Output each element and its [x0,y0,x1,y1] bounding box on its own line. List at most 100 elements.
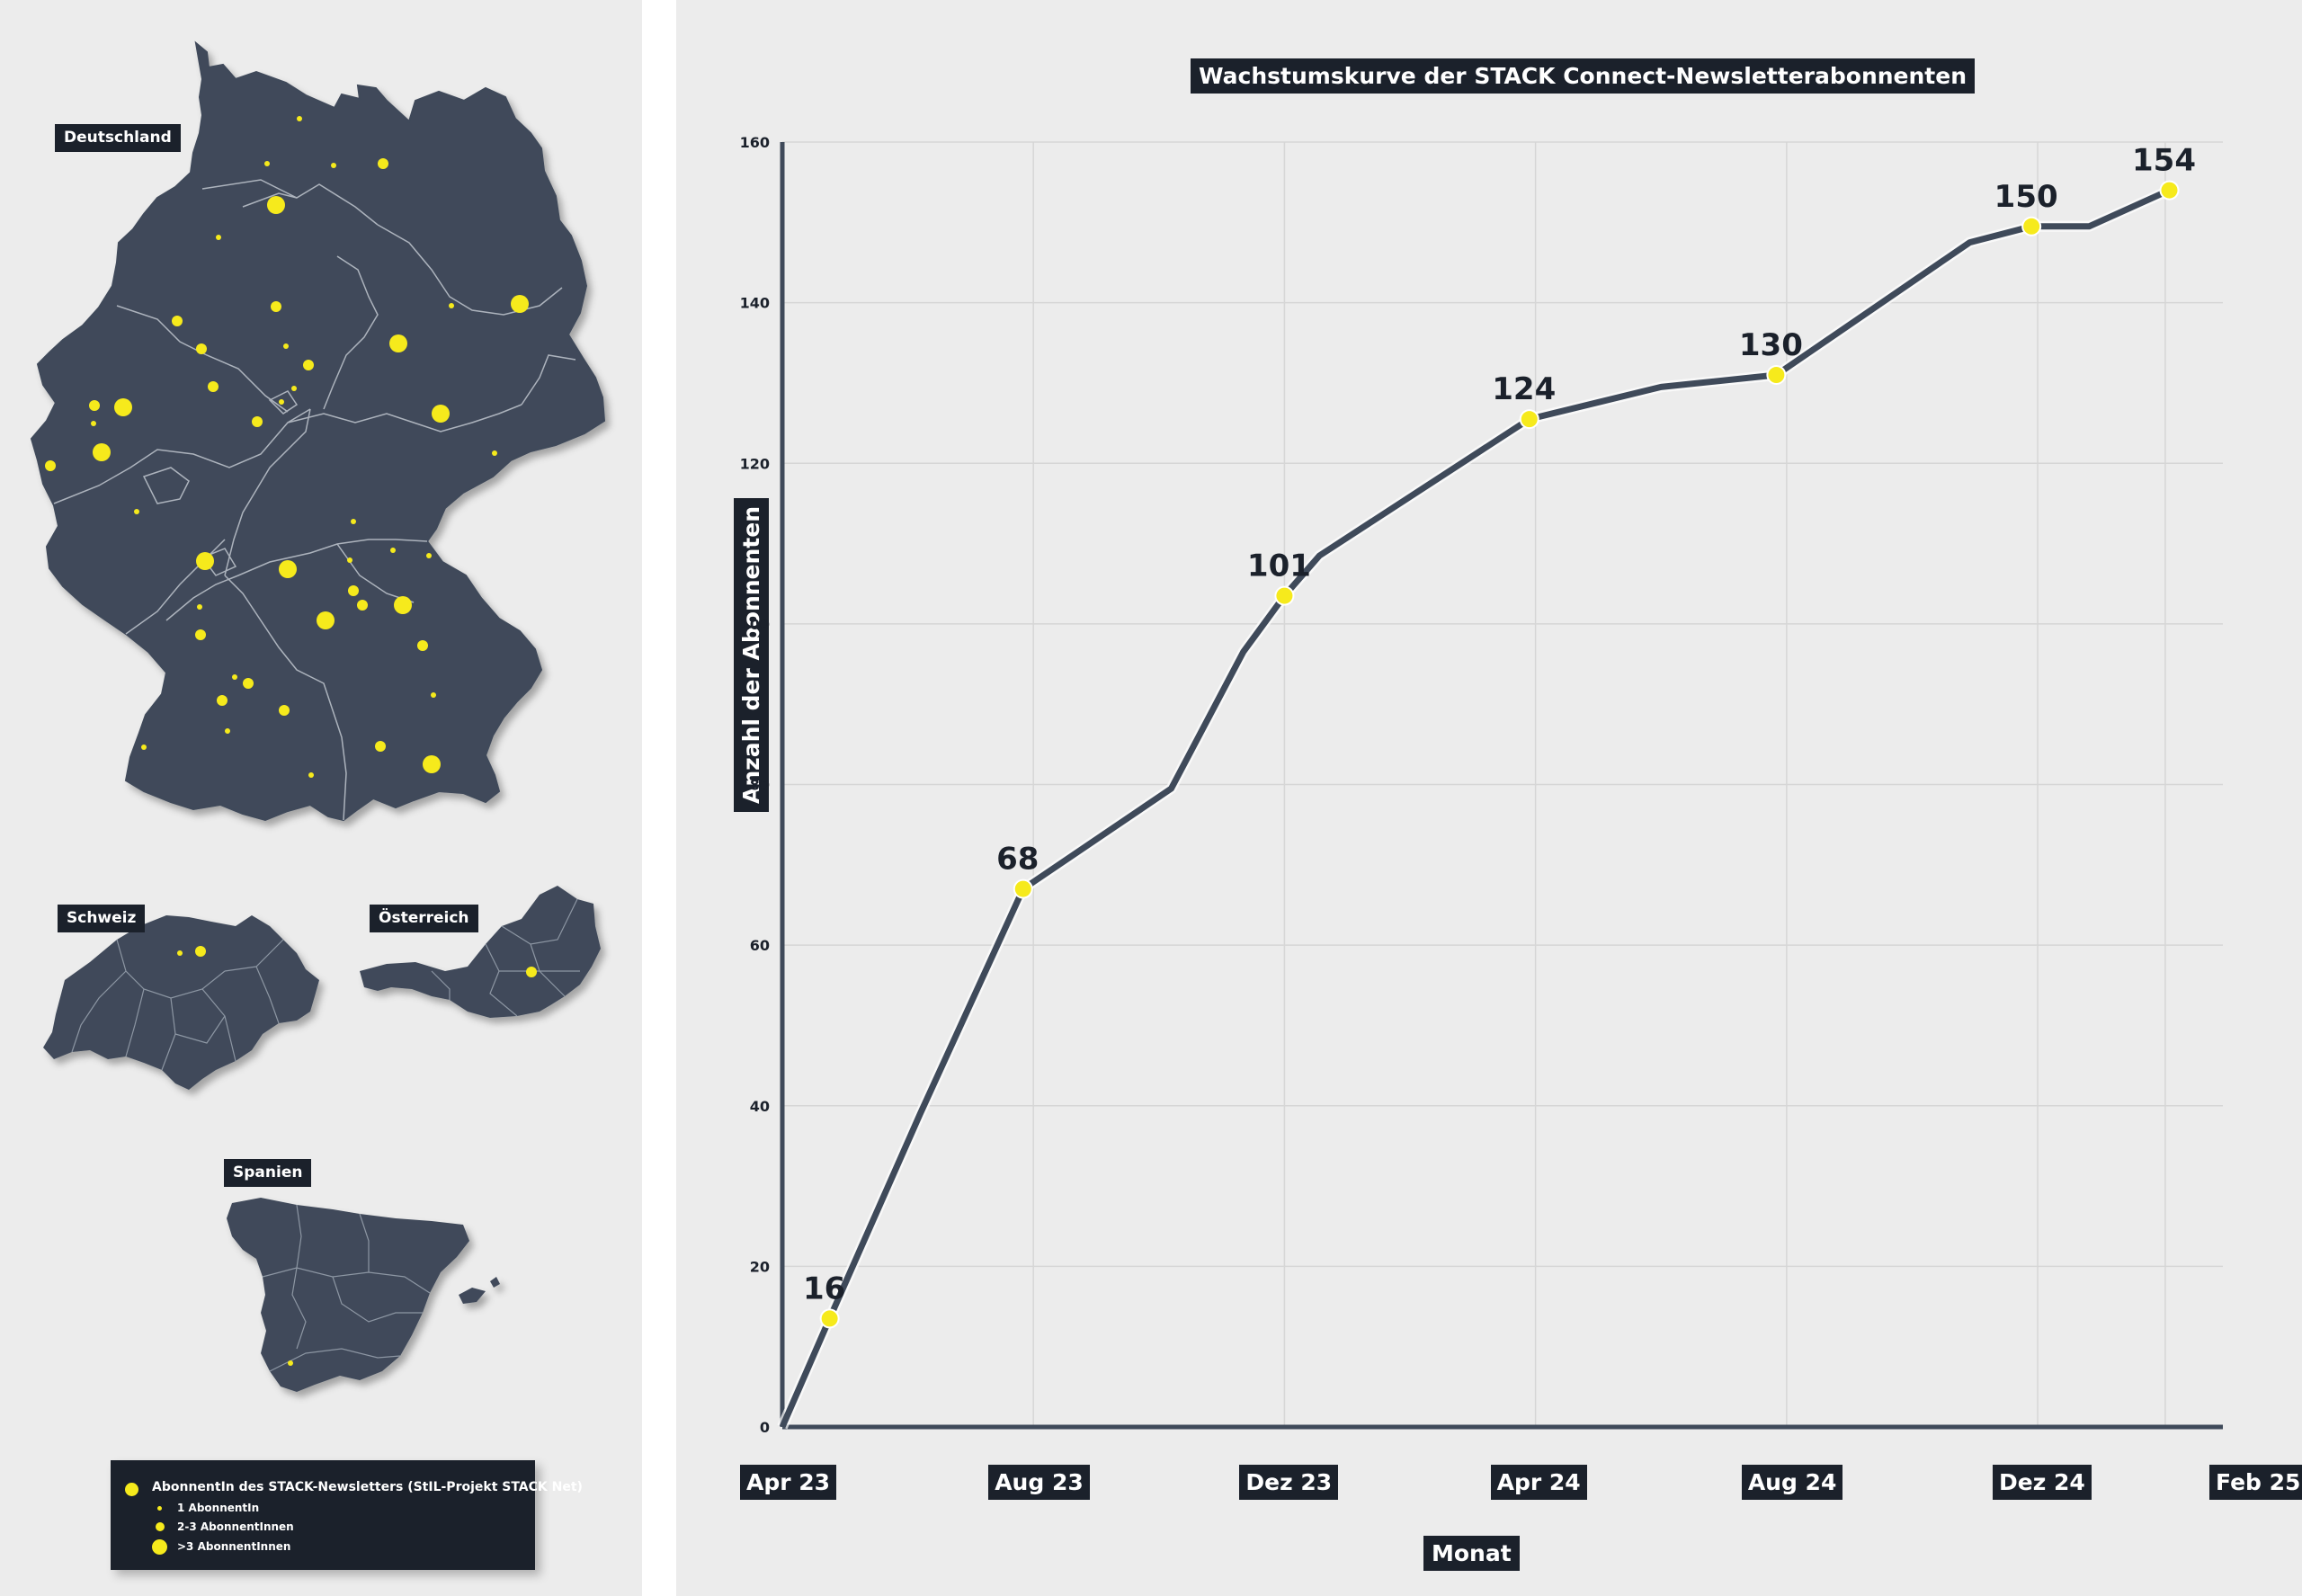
marker-large [511,295,529,313]
series-line [779,187,2171,1429]
series-line-layer [777,185,2172,1430]
legend-dot-medium [156,1522,165,1531]
maps-panel: Deutschland Schweiz Österreich Spanien A… [0,0,642,1596]
marker-large [114,398,132,416]
data-point [1276,587,1293,604]
line-chart: 0 20 40 60 80 100 120 140 160 16 68 101 124 130 150 15… [740,134,2223,1436]
marker-medium [195,629,206,640]
marker-large [317,611,335,629]
marker-small [492,450,497,456]
marker-medium [417,640,428,651]
data-point [2161,182,2178,199]
data-label: 16 [803,1271,845,1306]
marker-medium [279,705,290,716]
marker-small [449,303,454,308]
marker-small [177,950,183,956]
x-tick-label: Apr 23 [740,1465,837,1500]
marker-small [197,604,202,610]
marker-large [423,755,441,773]
y-tick-label: 80 [750,777,770,794]
y-tick-label: 140 [740,295,770,312]
x-tick-label: Dez 23 [1239,1465,1339,1500]
marker-small [283,343,289,349]
y-tick-label: 120 [740,455,770,472]
x-tick-label: Aug 24 [1741,1465,1843,1500]
y-tick-label: 20 [750,1258,770,1275]
chart-title: Wachstumskurve der STACK Connect-Newslet… [1191,58,1975,94]
x-tick-label: Dez 24 [1993,1465,2092,1500]
switzerland-label: Schweiz [58,905,146,932]
spain-map [227,1198,500,1392]
marker-small [288,1360,293,1366]
marker-medium [303,360,314,370]
data-point [1768,367,1785,384]
legend-medium: 2-3 AbonnentInnen [177,1520,294,1533]
data-label: 154 [2132,143,2196,179]
data-labels: 16 68 101 124 130 150 154 [803,143,2196,1307]
y-tick-label: 60 [750,937,770,954]
marker-medium [378,158,388,169]
chart-panel: Wachstumskurve der STACK Connect-Newslet… [676,0,2302,1596]
data-label: 68 [996,842,1039,878]
legend-dot-small [157,1506,162,1511]
marker-medium [348,585,359,596]
x-tick-label: Feb 25 [2209,1465,2302,1500]
data-point [1014,880,1031,897]
data-label: 130 [1739,327,1803,363]
marker-small [134,509,139,514]
marker-small [225,728,230,734]
x-tick-label: Aug 23 [988,1465,1090,1500]
marker-medium [375,741,386,752]
marker-medium [271,301,281,312]
x-tick-label: Apr 24 [1490,1465,1587,1500]
data-label: 101 [1247,548,1311,584]
legend-dot-large [152,1539,167,1555]
series-line-halo [777,185,2172,1430]
y-tick-label: 0 [760,1419,770,1436]
marker-large [196,552,214,570]
austria-map [360,886,601,1018]
germany-map [30,40,606,822]
marker-small [347,557,352,563]
data-point [821,1310,838,1327]
marker-small [291,386,297,391]
marker-small [91,421,96,426]
marker-small [216,235,221,240]
marker-small [264,161,270,166]
data-point [2023,218,2040,235]
marker-large [267,196,285,214]
marker-small [431,692,436,698]
marker-medium [196,343,207,354]
marker-small [351,519,356,524]
marker-small [141,745,147,750]
switzerland-map [43,915,319,1090]
marker-small [279,399,284,405]
legend-small: 1 AbonnentIn [177,1502,260,1514]
data-markers [819,180,2180,1329]
maps-svg [30,40,606,1392]
marker-medium [357,600,368,611]
marker-small [232,674,237,680]
marker-large [389,334,407,352]
marker-small [331,163,336,168]
austria-label: Österreich [370,905,478,932]
marker-large [93,443,111,461]
marker-large [432,405,450,423]
axes: 0 20 40 60 80 100 120 140 160 [740,134,2223,1436]
marker-small [426,553,432,558]
legend: AbonnentIn des STACK-Newsletters (StIL-P… [111,1460,583,1570]
marker-large [279,560,297,578]
marker-medium [172,316,183,326]
marker-medium [89,400,100,411]
x-axis-title: Monat [1423,1536,1520,1571]
legend-title: AbonnentIn des STACK-Newsletters (StIL-P… [152,1480,583,1494]
legend-dot-title [125,1483,138,1496]
marker-medium [208,381,219,392]
marker-small [297,116,302,121]
data-point [1521,411,1538,428]
legend-large: >3 AbonnentInnen [177,1540,291,1553]
y-tick-label: 160 [740,134,770,151]
marker-medium [195,946,206,957]
data-label: 150 [1994,179,2058,215]
y-tick-label: 100 [740,616,770,633]
